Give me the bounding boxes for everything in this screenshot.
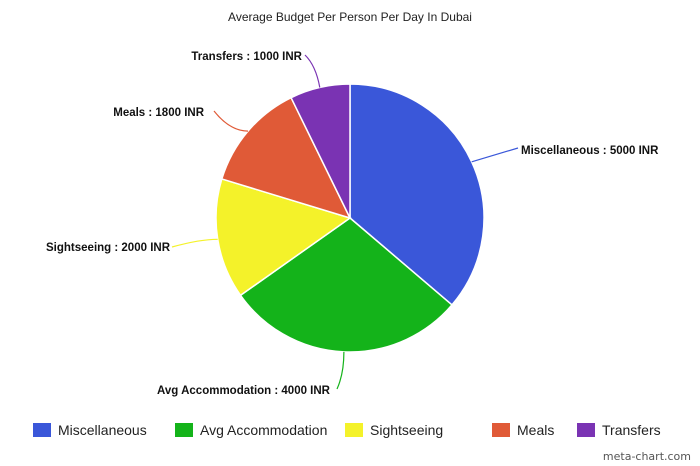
leader-line-miscellaneous: [471, 147, 519, 163]
legend-label-avg-accommodation: Avg Accommodation: [200, 422, 327, 438]
legend-swatch-miscellaneous: [33, 423, 51, 437]
leader-line-sightseeing: [171, 238, 218, 248]
pie-slice-avg-accommodation: [239, 217, 454, 353]
leader-line-meals: [213, 110, 249, 132]
slice-label-avg-accommodation: Avg Accommodation : 4000 INR: [157, 385, 331, 397]
legend-swatch-meals: [492, 423, 510, 437]
slice-labels: Miscellaneous : 5000 INR Avg Accommodatio…: [46, 51, 659, 397]
leader-line-avg-accommodation: [336, 351, 345, 390]
slice-label-miscellaneous: Miscellaneous : 5000 INR: [521, 145, 659, 157]
chart-title: Average Budget Per Person Per Day In Dub…: [228, 10, 472, 24]
slice-label-transfers: Transfers : 1000 INR: [191, 51, 302, 63]
legend: Miscellaneous Avg Accommodation Sightseein…: [33, 422, 661, 438]
legend-swatch-avg-accommodation: [175, 423, 193, 437]
legend-label-transfers: Transfers: [602, 422, 661, 438]
pie-slice-meals: [220, 96, 352, 220]
pie-slice-transfers: [290, 83, 351, 219]
pie-slices: [215, 83, 485, 353]
leader-lines: [171, 54, 519, 390]
pie-slice-miscellaneous: [349, 83, 485, 306]
legend-label-sightseeing: Sightseeing: [370, 422, 443, 438]
leader-line-transfers: [304, 54, 321, 88]
legend-label-meals: Meals: [517, 422, 554, 438]
slice-label-sightseeing: Sightseeing : 2000 INR: [46, 242, 171, 254]
legend-swatch-transfers: [577, 423, 595, 437]
legend-label-miscellaneous: Miscellaneous: [58, 422, 147, 438]
legend-swatch-sightseeing: [345, 423, 363, 437]
slice-label-meals: Meals : 1800 INR: [113, 107, 204, 119]
watermark: meta-chart.com: [603, 450, 691, 463]
